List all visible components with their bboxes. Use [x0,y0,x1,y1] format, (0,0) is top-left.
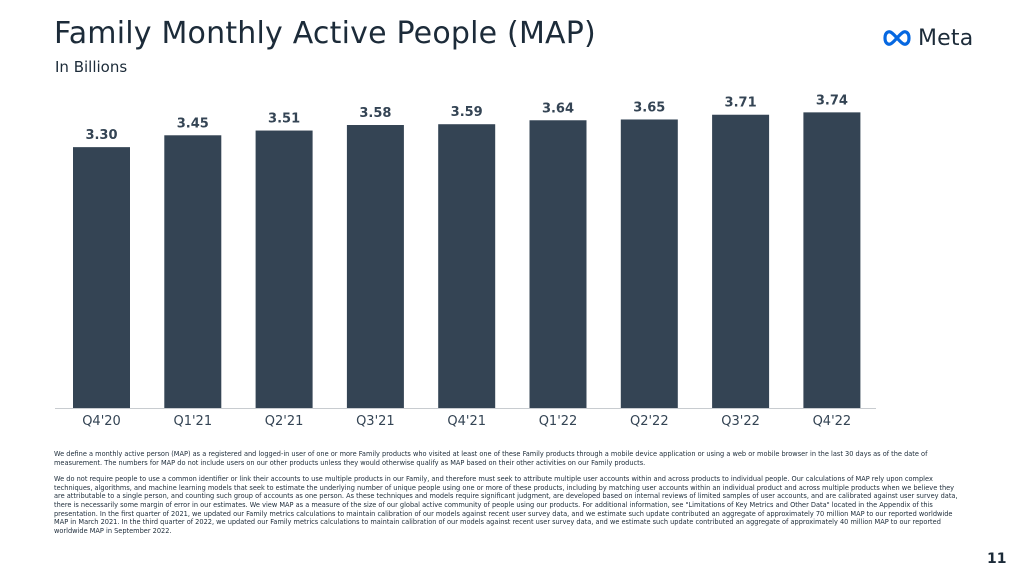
bar [803,112,861,408]
bar [346,125,404,408]
data-label: 3.64 [542,101,574,116]
data-label: 3.30 [85,128,117,143]
data-label: 3.71 [725,96,757,111]
x-tick-label: Q1'22 [539,414,578,429]
bar [73,147,130,408]
bar [255,130,313,409]
footnote-paragraph: We do not require people to use a common… [54,475,958,535]
meta-logo-text: Meta [918,25,974,51]
meta-infinity-icon [883,30,911,46]
x-tick-label: Q2'22 [630,414,669,429]
data-label: 3.74 [816,93,848,108]
x-tick-label: Q4'21 [447,414,486,429]
x-tick-label: Q3'22 [721,414,760,429]
page-number: 11 [987,551,1007,567]
bar [164,135,222,409]
x-tick-label: Q3'21 [356,414,395,429]
data-label: 3.59 [451,105,483,120]
data-label: 3.65 [633,100,665,115]
bar [438,124,496,408]
x-tick-label: Q4'22 [813,414,852,429]
data-label: 3.58 [359,106,391,121]
footnotes: We define a monthly active person (MAP) … [54,450,960,543]
data-label: 3.45 [177,116,209,131]
meta-logo: Meta [880,24,973,52]
bar [712,114,770,408]
bar-chart: 3.30 Q4'20 3.45 Q1'21 3.51 Q2'21 3.58 Q3'21 3.59… [55,93,876,429]
x-tick-label: Q1'21 [173,414,212,429]
bar [529,120,587,409]
x-tick-label: Q2'21 [265,414,304,429]
bar [620,119,678,408]
x-tick-label: Q4'20 [82,414,121,429]
data-label: 3.51 [268,112,300,127]
page-subtitle: In Billions [55,58,128,76]
footnote-paragraph: We define a monthly active person (MAP) … [54,450,928,467]
page-title: Family Monthly Active People (MAP) [54,16,596,51]
